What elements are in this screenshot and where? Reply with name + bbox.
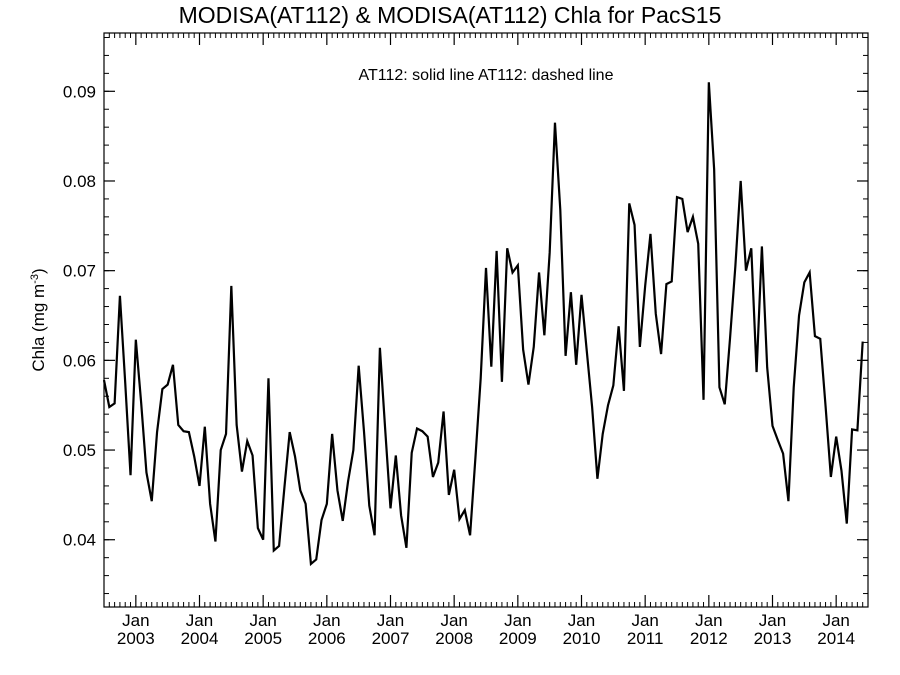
x-tick-year-label: 2005 <box>244 629 282 648</box>
x-tick-year-label: 2014 <box>817 629 855 648</box>
y-axis-label-close: ) <box>29 268 48 274</box>
x-tick-year-label: 2013 <box>754 629 792 648</box>
x-tick-month-label: Jan <box>695 611 722 630</box>
x-tick-month-label: Jan <box>186 611 213 630</box>
y-tick-label: 0.08 <box>63 172 96 191</box>
y-axis-label-text: Chla (mg m <box>29 284 48 372</box>
y-tick-label: 0.07 <box>63 262 96 281</box>
series-layer <box>102 82 864 567</box>
y-axis-label-superscript: -3 <box>29 274 41 284</box>
legend-text: AT112: solid line AT112: dashed line <box>359 67 614 84</box>
y-axis-label: Chla (mg m-3) <box>29 268 48 371</box>
x-tick-year-label: 2007 <box>372 629 410 648</box>
x-tick-year-label: 2012 <box>690 629 728 648</box>
x-tick-month-label: Jan <box>122 611 149 630</box>
x-tick-year-label: 2003 <box>117 629 155 648</box>
x-tick-month-label: Jan <box>568 611 595 630</box>
x-tick-year-label: 2010 <box>563 629 601 648</box>
x-axis: Jan2003Jan2004Jan2005Jan2006Jan2007Jan20… <box>103 33 869 648</box>
x-tick-month-label: Jan <box>249 611 276 630</box>
x-tick-year-label: 2006 <box>308 629 346 648</box>
y-tick-label: 0.04 <box>63 531 96 550</box>
x-tick-month-label: Jan <box>631 611 658 630</box>
y-axis: 0.04 0.05 0.06 0.07 0.08 0.09 <box>63 36 868 595</box>
x-tick-month-label: Jan <box>759 611 786 630</box>
y-tick-label: 0.05 <box>63 441 96 460</box>
x-tick-month-label: Jan <box>440 611 467 630</box>
chart-title: MODISA(AT112) & MODISA(AT112) Chla for P… <box>178 2 722 28</box>
x-tick-year-label: 2011 <box>627 629 664 648</box>
x-tick-month-label: Jan <box>377 611 404 630</box>
x-tick-month-label: Jan <box>313 611 340 630</box>
x-tick-year-label: 2009 <box>499 629 537 648</box>
x-tick-year-label: 2008 <box>435 629 473 648</box>
x-tick-year-label: 2004 <box>181 629 219 648</box>
y-tick-label: 0.09 <box>63 82 96 101</box>
series-line-solid <box>102 82 864 567</box>
x-tick-month-label: Jan <box>504 611 531 630</box>
x-tick-month-label: Jan <box>822 611 849 630</box>
y-tick-label: 0.06 <box>63 351 96 370</box>
